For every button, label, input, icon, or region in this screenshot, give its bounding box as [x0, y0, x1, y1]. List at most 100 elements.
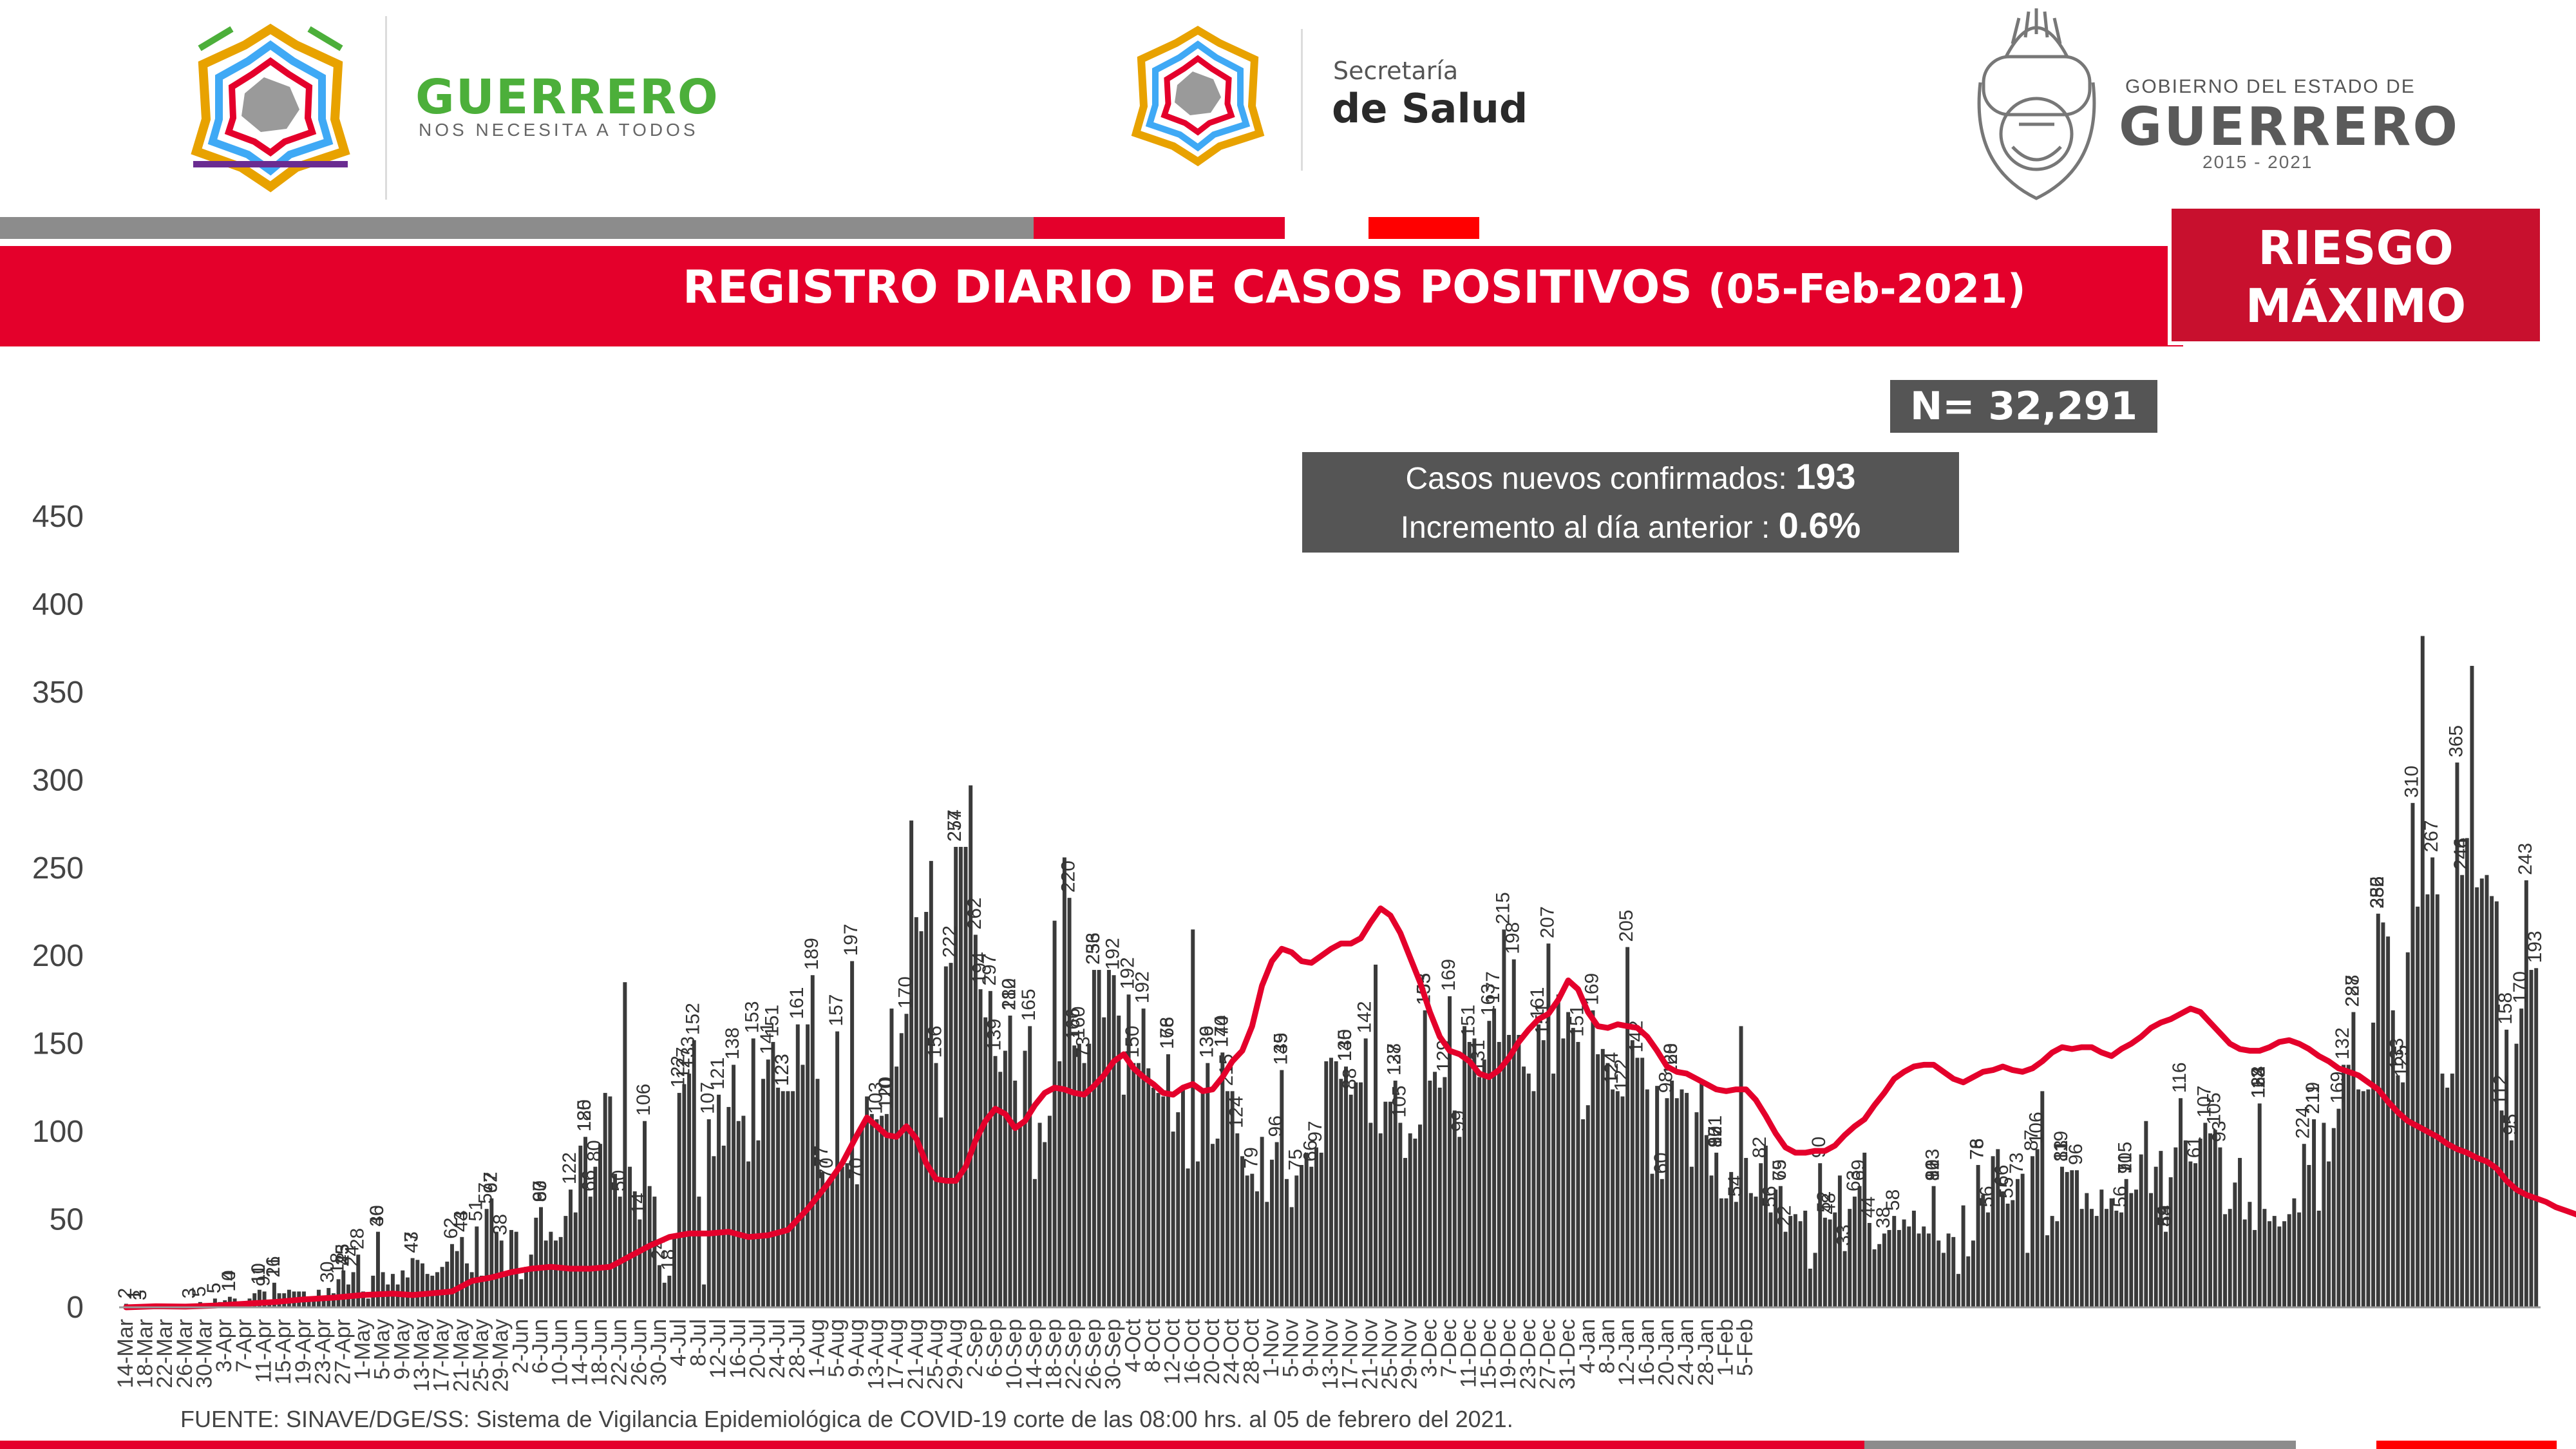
bar	[697, 1197, 701, 1307]
bar-value-label: 194	[969, 952, 990, 984]
bar-value-label: 382	[2367, 876, 2388, 909]
bar	[1615, 1091, 1620, 1307]
bar	[2164, 1231, 2168, 1307]
x-tick-label: 4-Jul	[667, 1319, 691, 1367]
bar	[341, 1270, 346, 1307]
bar	[1808, 1268, 1812, 1307]
bar	[2144, 1121, 2148, 1307]
bar	[919, 931, 923, 1307]
bar-value-label: 162	[2248, 1066, 2269, 1098]
bar	[1344, 1066, 1348, 1307]
header-divider-1	[385, 16, 387, 200]
bar	[632, 1191, 637, 1307]
x-tick-label: 22-Mar	[153, 1319, 177, 1388]
bar	[761, 1079, 766, 1307]
bar-value-label: 78	[1967, 1139, 1988, 1160]
y-tick-label: 250	[32, 851, 84, 886]
bar	[1700, 1082, 1704, 1307]
header-divider-2	[1301, 29, 1303, 171]
x-tick-label: 3-Dec	[1417, 1319, 1441, 1378]
bar	[1383, 1101, 1388, 1307]
bar	[588, 1197, 592, 1307]
bar	[1689, 1166, 1694, 1307]
bar	[1734, 1202, 1738, 1307]
bar-value-label: 83	[2050, 1140, 2072, 1161]
bar	[1072, 1045, 1077, 1307]
bar	[1714, 1152, 1719, 1307]
x-tick-label: 8-Jul	[686, 1319, 710, 1367]
bar-value-label: 139	[984, 1019, 1005, 1051]
x-axis: 14-Mar18-Mar22-Mar26-Mar30-Mar3-Apr7-Apr…	[113, 1318, 1757, 1392]
bar-value-label: 43	[450, 1210, 471, 1231]
bar-value-label: 139	[1270, 1033, 1291, 1065]
bar-value-label: 123	[772, 1054, 793, 1086]
bar	[1112, 975, 1116, 1307]
bar	[721, 1145, 726, 1307]
bar	[1818, 1163, 1823, 1307]
bar	[2277, 1226, 2282, 1307]
bar	[2168, 1177, 2173, 1307]
bar	[1719, 1198, 1723, 1307]
bar	[1813, 1253, 1817, 1307]
bar-value-label: 25	[332, 1244, 353, 1265]
bar-value-label: 79	[1240, 1147, 1262, 1168]
bar-value-label: 21	[263, 1256, 284, 1277]
bar	[1146, 1068, 1151, 1307]
bar-value-label: 76	[1967, 1139, 1988, 1160]
bar-value-label: 267	[2421, 820, 2442, 852]
y-tick-label: 100	[32, 1115, 84, 1149]
x-tick-label: 28-Jul	[785, 1319, 810, 1379]
bar	[1269, 1159, 1274, 1307]
bar-value-label: 144	[1211, 1015, 1232, 1047]
bar	[1062, 857, 1066, 1307]
bar	[1911, 1210, 1916, 1307]
bar-value-label: 169	[2327, 1072, 2348, 1104]
bar-value-label: 192	[1103, 938, 1124, 970]
bar-value-label: 96	[2065, 1144, 2087, 1165]
new-cases-label: Casos nuevos confirmados:	[1405, 462, 1787, 496]
bar	[524, 1267, 528, 1307]
bar	[1457, 1137, 1462, 1307]
bar-value-label: 52	[1814, 1191, 1835, 1212]
bar	[554, 1240, 558, 1307]
bar	[2460, 875, 2465, 1307]
bar-value-label: 28	[346, 1228, 368, 1249]
bar-value-label: 178	[1157, 1017, 1178, 1049]
x-tick-label: 17-May	[430, 1319, 454, 1392]
x-tick-label: 13-Aug	[864, 1319, 888, 1390]
bar	[1398, 1122, 1403, 1307]
bar-value-label: 228	[2342, 974, 2363, 1007]
bar	[1759, 1163, 1763, 1307]
bar	[415, 1260, 420, 1307]
bar	[1136, 1063, 1141, 1307]
bar	[1428, 1080, 1432, 1307]
bar	[598, 1144, 603, 1307]
bar-value-label: 106	[633, 1084, 654, 1116]
bar	[336, 1279, 341, 1307]
bar-value-label: 25	[332, 1244, 353, 1265]
bar	[2085, 1193, 2089, 1307]
increment-value: 0.6%	[1778, 505, 1861, 545]
bar	[1902, 1219, 1906, 1307]
bar	[1867, 1223, 1871, 1307]
bar	[1537, 1024, 1541, 1307]
bar	[2268, 1221, 2272, 1307]
bar	[495, 1231, 498, 1307]
bar	[1132, 1063, 1136, 1307]
bar-value-label: 92	[1705, 1126, 1726, 1147]
bar-value-label: 215	[1492, 892, 1513, 924]
x-tick-label: 13-May	[410, 1319, 434, 1392]
bar-value-label: 107	[2193, 1085, 2215, 1117]
bar	[2050, 1216, 2054, 1307]
bar	[865, 1096, 869, 1307]
bar	[445, 1262, 450, 1307]
bar	[1240, 1156, 1244, 1307]
bar	[1778, 1186, 1783, 1307]
bar	[2416, 906, 2420, 1307]
bar-value-label: 106	[2026, 1112, 2047, 1144]
bar	[2060, 1166, 2064, 1307]
bar-value-label: 85	[1705, 1126, 1726, 1147]
bar	[1250, 1173, 1255, 1307]
new-cases-line: Casos nuevos confirmados: 193	[1302, 452, 1959, 501]
bar	[1121, 1094, 1126, 1307]
